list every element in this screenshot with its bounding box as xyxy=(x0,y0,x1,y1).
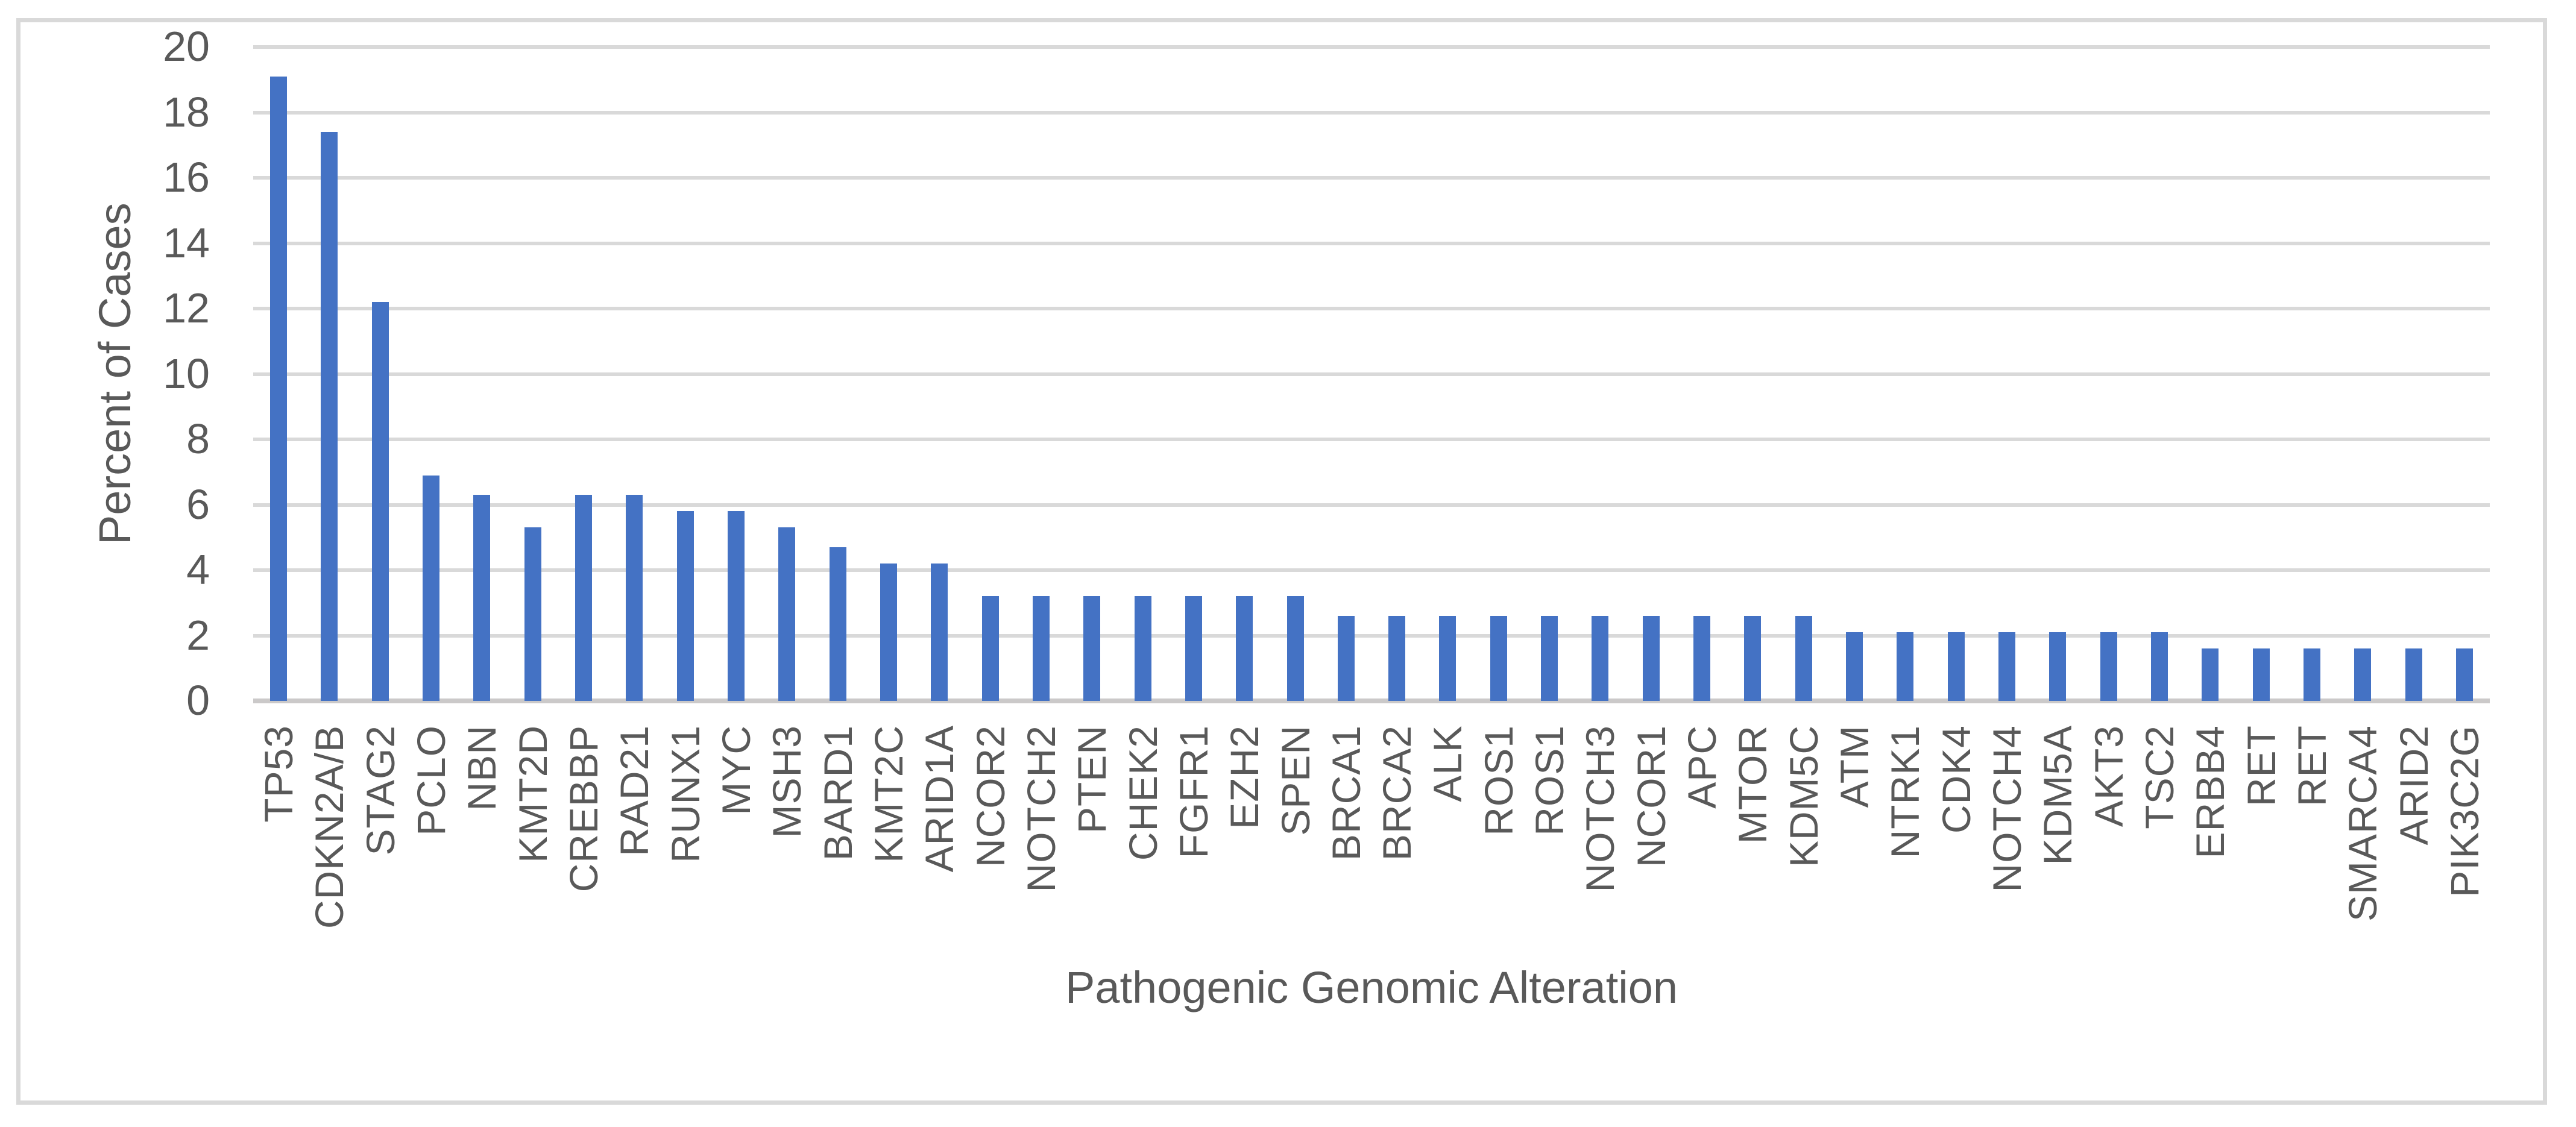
chart-frame xyxy=(16,18,2547,1105)
x-axis-title: Pathogenic Genomic Alteration xyxy=(1065,962,1678,1012)
y-axis-title: Percent of Cases xyxy=(90,202,140,545)
